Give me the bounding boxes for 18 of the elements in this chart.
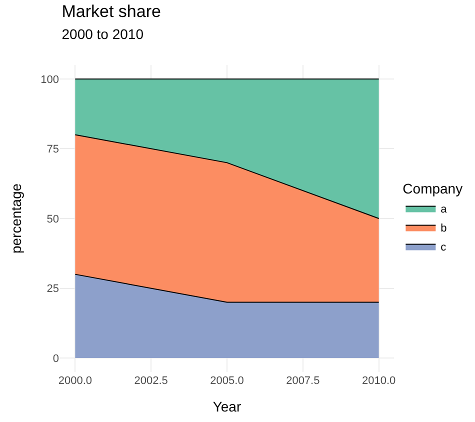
x-tick-label: 2010.0 bbox=[362, 375, 396, 387]
x-axis-title: Year bbox=[212, 398, 242, 414]
y-tick-label: 75 bbox=[46, 144, 59, 156]
y-tick-label: 50 bbox=[46, 213, 59, 226]
y-tick-label: 0 bbox=[52, 352, 59, 365]
legend-label: b bbox=[440, 222, 447, 234]
chart-subtitle: 2000 to 2010 bbox=[62, 26, 144, 42]
legend-label: a bbox=[440, 203, 448, 216]
x-tick-label: 2005.0 bbox=[210, 375, 244, 387]
x-tick-label: 2002.5 bbox=[134, 375, 168, 387]
chart-title: Market share bbox=[62, 2, 161, 21]
legend-label: c bbox=[440, 241, 447, 254]
x-tick-label: 2007.5 bbox=[286, 375, 320, 387]
legend-title: Company bbox=[402, 180, 463, 197]
y-axis-title: percentage bbox=[8, 183, 24, 254]
y-tick-label: 25 bbox=[46, 283, 59, 296]
y-tick-label: 100 bbox=[40, 74, 59, 86]
x-tick-label: 2000.0 bbox=[58, 375, 92, 387]
